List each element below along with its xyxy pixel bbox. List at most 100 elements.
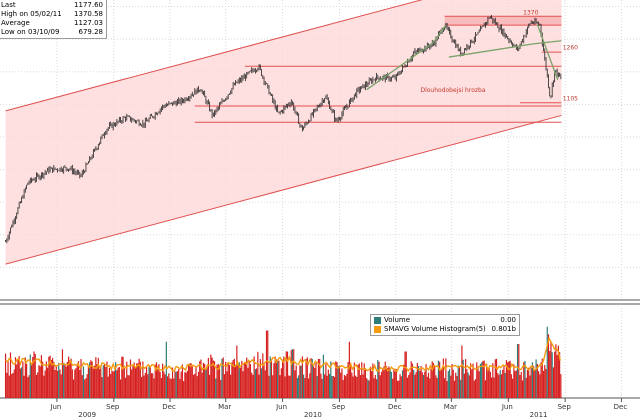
volume-bar <box>32 356 34 398</box>
volume-bar <box>463 373 465 398</box>
volume-bar <box>50 360 52 398</box>
volume-bar <box>262 353 264 398</box>
volume-bar <box>301 356 303 398</box>
volume-bar <box>343 374 346 398</box>
volume-bar <box>533 365 535 398</box>
volume-bar <box>524 360 526 398</box>
volume-bar <box>414 374 416 398</box>
volume-bar <box>80 359 82 398</box>
volume-bar <box>200 359 202 398</box>
volume-bar <box>504 372 506 398</box>
volume-bar <box>295 365 297 398</box>
x-tick-label: Jun <box>49 403 61 411</box>
volume-bar <box>286 351 289 398</box>
volume-bar <box>86 374 88 398</box>
volume-bar <box>331 376 333 398</box>
volume-bar <box>364 370 367 398</box>
volume-bar <box>165 341 167 398</box>
volume-bar <box>162 363 164 398</box>
volume-bar <box>556 354 558 398</box>
volume-bar <box>142 361 144 398</box>
volume-bar <box>18 356 20 398</box>
volume-bar <box>469 363 472 398</box>
volume-bar <box>340 372 342 398</box>
volume-bar <box>468 375 470 398</box>
volume-bar <box>205 368 207 398</box>
volume-bar <box>113 370 115 398</box>
volume-bar <box>84 379 86 398</box>
volume-bar <box>225 361 227 398</box>
volume-bar <box>427 372 430 398</box>
volume-bar <box>406 377 409 398</box>
volume-bar <box>342 380 344 398</box>
x-tick-label: Jun <box>275 403 287 411</box>
volume-bar <box>461 345 463 398</box>
stat-low: Low on 03/10/09 679.28 <box>1 28 103 37</box>
volume-bar <box>215 378 217 398</box>
volume-bar <box>520 371 522 398</box>
volume-bar <box>55 365 57 398</box>
volume-bar <box>347 361 349 398</box>
x-tick-label: Jun <box>501 403 513 411</box>
volume-bar <box>65 366 67 398</box>
volume-bar <box>450 375 452 398</box>
volume-bar <box>48 356 50 398</box>
volume-bar <box>87 366 90 398</box>
volume-bar <box>82 366 85 398</box>
volume-bar <box>495 358 498 398</box>
volume-bar <box>148 366 150 398</box>
volume-bar <box>357 364 359 398</box>
volume-bar <box>234 365 237 398</box>
volume-bar <box>137 363 139 398</box>
volume-bar <box>178 369 180 398</box>
volume-bar <box>197 371 200 398</box>
volume-bar <box>410 361 412 398</box>
volume-bar <box>362 374 364 398</box>
volume-bar <box>419 370 421 398</box>
volume-bar <box>493 377 495 398</box>
volume-bar <box>368 380 370 398</box>
volume-bar <box>441 368 443 398</box>
volume-panel <box>4 326 562 398</box>
volume-bar <box>79 369 81 398</box>
volume-bar <box>305 358 307 398</box>
volume-bar <box>304 378 306 398</box>
volume-bar <box>77 361 80 398</box>
volume-bar <box>488 367 490 398</box>
volume-bar <box>299 365 301 398</box>
x-tick-label: Dec <box>614 403 628 411</box>
volume-bar <box>273 363 275 398</box>
volume-bar <box>42 361 44 398</box>
volume-bar <box>105 367 107 398</box>
volume-bar <box>352 376 354 398</box>
volume-bar <box>233 358 235 398</box>
pattern-lines <box>366 24 562 91</box>
volume-bar <box>528 367 530 398</box>
volume-bar <box>294 370 296 398</box>
volume-bar <box>210 354 212 398</box>
volume-bar <box>505 360 508 398</box>
volume-bar <box>269 356 271 398</box>
pattern-line <box>448 40 562 58</box>
volume-bar <box>322 354 325 398</box>
volume-bar <box>35 374 38 398</box>
volume-bar <box>289 375 291 398</box>
level-label-1370: 1370 <box>523 9 538 16</box>
volume-bar <box>514 371 516 398</box>
volume-bar <box>16 364 18 398</box>
x-year-label: 2010 <box>304 411 322 419</box>
volume-bar <box>486 363 488 398</box>
volume-bar <box>367 379 369 398</box>
volume-bar <box>397 380 399 398</box>
volume-bar <box>179 378 181 398</box>
volume-bar <box>490 377 493 398</box>
volume-bar <box>43 375 45 398</box>
horizontal-levels <box>194 15 562 123</box>
volume-bar <box>283 356 285 398</box>
volume-bar <box>359 375 362 398</box>
volume-bar <box>432 362 435 398</box>
volume-bar <box>369 366 371 398</box>
volume-bar <box>507 362 509 398</box>
volume-bar <box>22 361 24 398</box>
volume-bar <box>319 359 321 398</box>
